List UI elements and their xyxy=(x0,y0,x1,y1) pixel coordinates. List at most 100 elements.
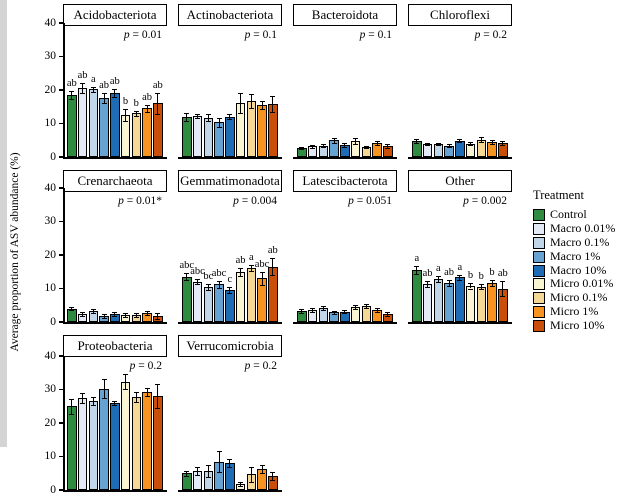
legend-item-macro-1: Macro 1% xyxy=(533,249,639,264)
legend-label: Macro 0.01% xyxy=(550,220,616,235)
error-bar-cap-bottom xyxy=(227,292,233,294)
error-bar-cap-top xyxy=(205,464,211,466)
bar-micro-1 xyxy=(142,392,152,490)
error-bar-cap-top xyxy=(435,275,441,277)
error-bar-cap-top xyxy=(270,96,276,98)
error-bar xyxy=(365,304,367,309)
x-axis-line xyxy=(63,490,167,492)
error-bar-cap-top xyxy=(144,311,150,313)
error-bar-cap-top xyxy=(184,112,190,114)
error-bar xyxy=(355,305,357,310)
y-axis-line xyxy=(63,188,65,324)
error-bar xyxy=(387,144,389,148)
error-bar xyxy=(437,275,439,283)
panel-bacteroidota: Bacteroidota p = 0.1 xyxy=(293,4,397,159)
error-bar-cap-top xyxy=(435,142,441,144)
error-bar-cap-bottom xyxy=(195,118,201,120)
error-bar-cap-bottom xyxy=(500,144,506,146)
significance-letter: ab xyxy=(66,78,77,89)
bar-macro-1 xyxy=(99,98,109,157)
error-bar-cap-bottom xyxy=(353,309,359,311)
error-bar-cap-top xyxy=(374,308,380,310)
bar-macro-10 xyxy=(110,402,120,490)
bar-micro-1 xyxy=(487,283,497,322)
panel-chloroflexi: Chloroflexi p = 0.2 xyxy=(408,4,512,159)
x-axis-line xyxy=(408,322,512,324)
error-bar-cap-top xyxy=(468,141,474,143)
legend-label: Macro 10% xyxy=(550,262,607,277)
significance-letter: ab xyxy=(497,268,508,280)
error-bar-cap-top xyxy=(489,280,495,282)
error-bar-cap-bottom xyxy=(238,113,244,115)
error-bar xyxy=(491,280,493,287)
legend-label: Micro 1% xyxy=(550,304,599,319)
error-bar-cap-bottom xyxy=(112,315,118,317)
error-bar-cap-top xyxy=(123,109,129,111)
bar-macro-1 xyxy=(214,284,224,322)
error-bar-cap-top xyxy=(478,136,484,138)
legend-label: Micro 0.1% xyxy=(550,290,608,305)
error-bar xyxy=(250,264,252,271)
significance-letter: ab xyxy=(267,245,278,257)
error-bar-cap-top xyxy=(69,306,75,308)
error-bar xyxy=(157,384,159,408)
significance-letter: ab xyxy=(444,266,454,278)
legend-title: Treatment xyxy=(533,188,584,202)
significance-letter: ab xyxy=(77,70,88,82)
error-bar-cap-bottom xyxy=(227,119,233,121)
panel-title-crenarchaeota: Crenarchaeota xyxy=(63,170,167,192)
error-bar xyxy=(250,466,252,482)
legend-swatch-macro-10 xyxy=(533,264,545,277)
panel-title-other: Other xyxy=(408,170,512,192)
error-bar-cap-top xyxy=(216,280,222,282)
panel-proteobacteria: Proteobacteria p = 0.2 xyxy=(63,335,167,492)
error-bar-cap-bottom xyxy=(435,282,441,284)
y-axis-label: Average proportion of ASV abundance (%) xyxy=(9,152,21,352)
legend-swatch-macro-0-01 xyxy=(533,222,545,235)
error-bar xyxy=(146,311,148,316)
x-axis-line xyxy=(408,157,512,159)
error-bar xyxy=(218,451,220,472)
y-tick-mark xyxy=(59,156,63,158)
error-bar-cap-top xyxy=(489,139,495,141)
error-bar-cap-bottom xyxy=(446,146,452,148)
error-bar xyxy=(186,112,188,121)
significance-letter: a xyxy=(90,73,96,85)
significance-letter: ab xyxy=(235,254,246,266)
p-value-label: p = 0.002 xyxy=(463,195,507,207)
significance-letter: bc xyxy=(203,271,214,283)
bar-macro-0-1 xyxy=(88,400,99,490)
error-bar-cap-top xyxy=(270,471,276,473)
error-bar-cap-top xyxy=(205,284,211,286)
bar-macro-10 xyxy=(455,277,465,322)
error-bar-cap-top xyxy=(101,93,107,95)
significance-letter: b xyxy=(133,97,139,109)
y-axis-line xyxy=(63,356,65,492)
bar-control xyxy=(182,116,192,157)
bar-micro-0-01 xyxy=(235,271,246,322)
error-bar-cap-bottom xyxy=(320,309,326,311)
error-bar xyxy=(240,93,242,114)
significance-letter: abc xyxy=(190,266,205,278)
error-bar-cap-top xyxy=(123,313,129,315)
p-value-label: p = 0.004 xyxy=(233,195,277,207)
legend-label: Control xyxy=(550,207,587,221)
y-tick-label: 10 xyxy=(44,450,57,462)
bar-micro-1 xyxy=(257,105,267,157)
significance-letter: ab xyxy=(422,268,433,280)
p-symbol: p xyxy=(474,29,481,41)
error-bar-cap-top xyxy=(90,309,96,311)
error-bar xyxy=(71,306,73,311)
error-bar-cap-top xyxy=(205,114,211,116)
error-bar-cap-top xyxy=(227,114,233,116)
panel-actinobacteriota: Actinobacteriota p = 0.1 xyxy=(178,4,282,159)
error-bar-cap-top xyxy=(238,93,244,95)
error-bar-cap-bottom xyxy=(216,126,222,128)
error-bar xyxy=(333,310,335,314)
error-bar xyxy=(448,144,450,147)
bar-micro-0-01 xyxy=(120,381,131,490)
error-bar xyxy=(71,398,73,414)
legend-label: Micro 0.01% xyxy=(550,276,614,291)
error-bar-cap-bottom xyxy=(80,315,86,317)
y-tick-label: 40 xyxy=(44,349,57,362)
